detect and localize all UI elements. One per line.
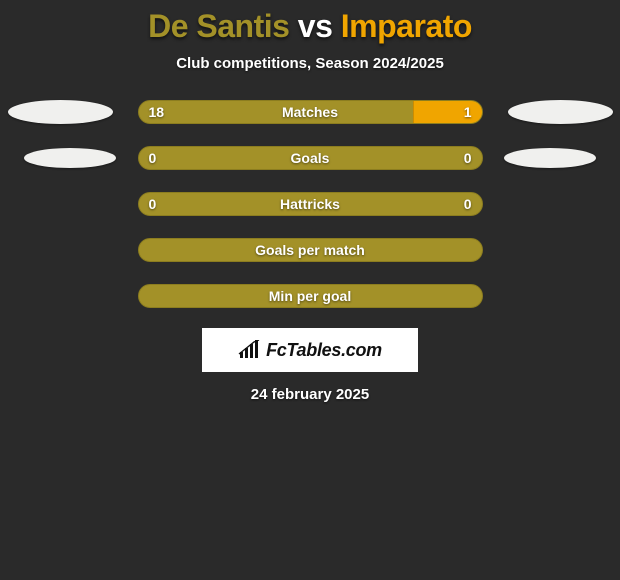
date-line: 24 february 2025 <box>0 386 620 403</box>
stat-bars: 181Matches 00Goals 00Hattricks Goals per ma… <box>138 100 483 308</box>
stat-row: Goals per match <box>138 238 483 262</box>
title-player1: De Santis <box>148 8 289 44</box>
stat-bar: 00Hattricks <box>138 192 483 216</box>
stat-bar: Goals per match <box>138 238 483 262</box>
stat-row: 00Hattricks <box>138 192 483 216</box>
stat-row: 181Matches <box>138 100 483 124</box>
title-player2: Imparato <box>341 8 472 44</box>
stat-label: Goals per match <box>139 239 482 261</box>
stat-row: Min per goal <box>138 284 483 308</box>
stat-label: Hattricks <box>139 193 482 215</box>
avatar-placeholder-left <box>8 100 113 124</box>
subtitle: Club competitions, Season 2024/2025 <box>0 55 620 72</box>
stat-row: 00Goals <box>138 146 483 170</box>
logo-text: FcTables.com <box>266 340 382 361</box>
logo-box: FcTables.com <box>202 328 418 372</box>
stat-label: Goals <box>139 147 482 169</box>
stat-bar: 00Goals <box>138 146 483 170</box>
bar-chart-icon <box>238 340 262 360</box>
title-vs: vs <box>298 8 333 44</box>
stat-label: Min per goal <box>139 285 482 307</box>
page-title: De Santis vs Imparato <box>0 0 620 45</box>
stat-bar: Min per goal <box>138 284 483 308</box>
avatar-placeholder-right <box>508 100 613 124</box>
stat-bar: 181Matches <box>138 100 483 124</box>
avatar-placeholder-right <box>504 148 596 168</box>
avatar-placeholder-left <box>24 148 116 168</box>
stat-label: Matches <box>139 101 482 123</box>
